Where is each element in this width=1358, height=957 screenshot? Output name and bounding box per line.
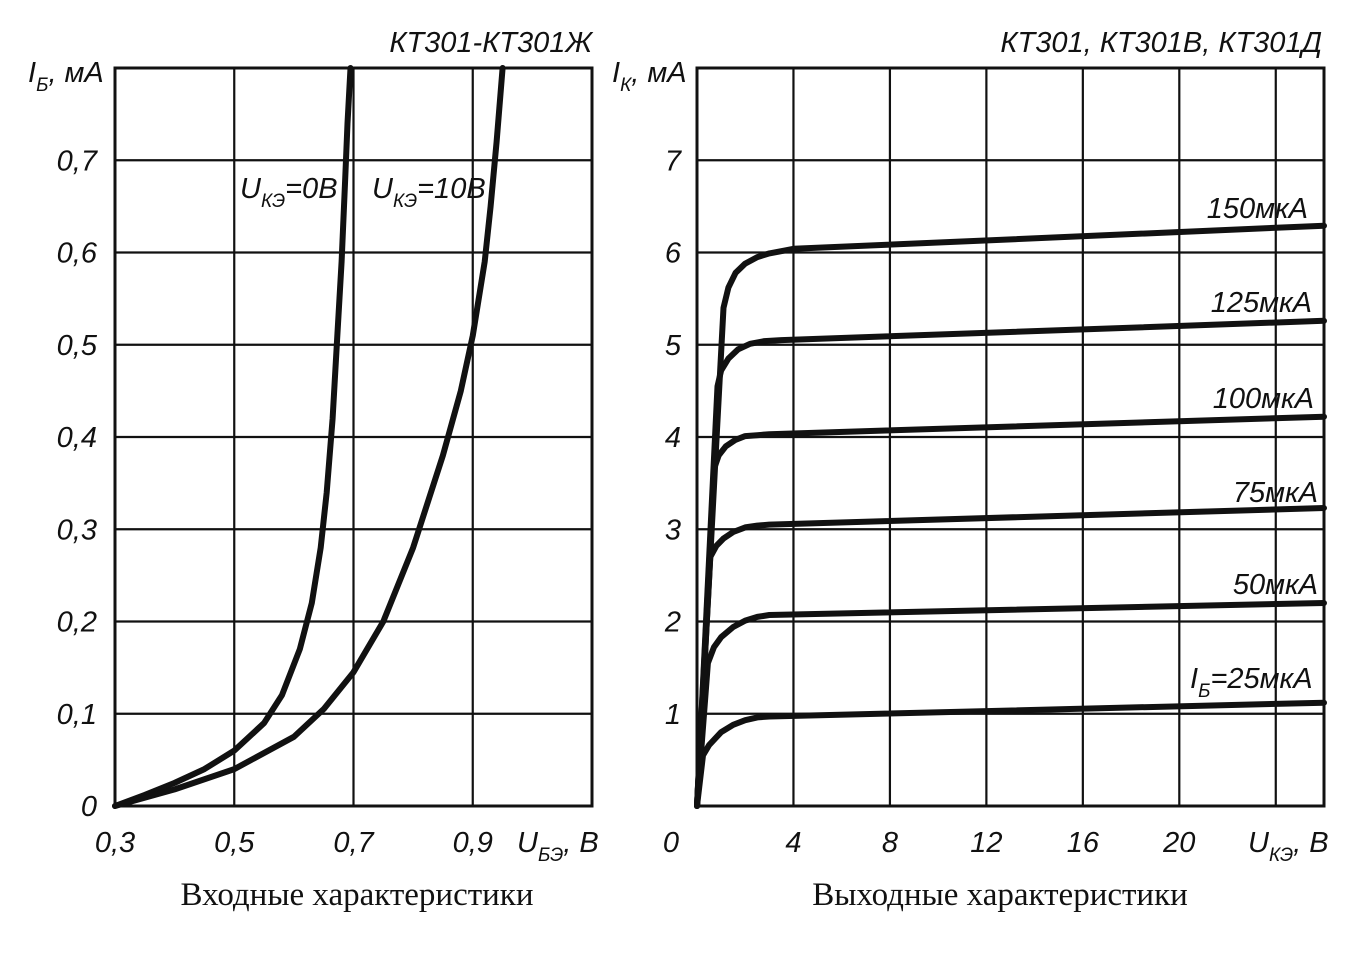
right-x-tick-5: 20 xyxy=(1162,827,1195,859)
left-series-0-label: UКЭ=0В xyxy=(240,173,338,212)
left-y-tick-labels: 0 0,1 0,2 0,3 0,4 0,5 0,6 0,7 xyxy=(57,145,99,823)
right-caption: Выходные характеристики xyxy=(812,877,1188,913)
left-y-tick-3: 0,3 xyxy=(57,514,97,546)
left-series-1-label: UКЭ=10В xyxy=(372,173,486,212)
right-grid xyxy=(697,68,1324,806)
right-series-4-label: 125мкА xyxy=(1211,287,1312,319)
left-x-tick-0: 0,3 xyxy=(95,827,135,859)
left-y-tick-0: 0 xyxy=(81,791,97,823)
right-y-tick-5: 6 xyxy=(665,238,682,270)
right-y-tick-1: 2 xyxy=(664,607,681,639)
right-y-tick-0: 1 xyxy=(665,699,681,731)
right-y-axis-label: IК, мА xyxy=(612,57,687,96)
left-y-tick-5: 0,5 xyxy=(57,330,98,362)
left-x-tick-labels: 0,3 0,5 0,7 0,9 xyxy=(95,827,493,859)
left-x-axis-label: UБЭ, В xyxy=(517,827,599,866)
right-plot-frame xyxy=(695,66,1326,808)
right-x-tick-0: 0 xyxy=(663,827,679,859)
right-x-tick-2: 8 xyxy=(882,827,898,859)
right-x-tick-labels: 0 4 8 12 16 20 xyxy=(663,827,1196,859)
left-chart-title: КТ301-КТ301Ж xyxy=(389,27,594,59)
right-x-axis-label: UКЭ, В xyxy=(1248,827,1329,866)
left-y-tick-1: 0,1 xyxy=(57,699,97,731)
left-grid xyxy=(115,68,592,806)
input-characteristics-chart: 0 0,1 0,2 0,3 0,4 0,5 0,6 0,7 0,3 0,5 0,7 0,9 КТ30… xyxy=(28,27,599,913)
right-chart-title: КТ301, КТ301В, КТ301Д xyxy=(1000,27,1322,59)
right-series-0-line xyxy=(694,699,1327,809)
left-x-tick-1: 0,5 xyxy=(214,827,255,859)
right-series-1-label: 50мкА xyxy=(1233,569,1318,601)
left-series-0-line xyxy=(112,65,354,809)
left-y-tick-2: 0,2 xyxy=(57,607,97,639)
right-y-tick-6: 7 xyxy=(665,145,683,177)
right-series-5-line xyxy=(694,222,1327,809)
right-x-tick-3: 12 xyxy=(970,827,1002,859)
left-series-group xyxy=(112,65,506,809)
left-y-axis-label: IБ, мА xyxy=(28,57,104,96)
right-series-5-label: 150мкА xyxy=(1207,193,1308,225)
right-series-3-label: 100мкА xyxy=(1213,383,1314,415)
right-x-tick-4: 16 xyxy=(1067,827,1100,859)
left-series-1-line xyxy=(112,65,506,809)
right-x-tick-1: 4 xyxy=(785,827,801,859)
left-x-tick-2: 0,7 xyxy=(333,827,375,859)
right-series-2-label: 75мкА xyxy=(1233,477,1318,509)
left-y-tick-4: 0,4 xyxy=(57,422,97,454)
left-x-tick-3: 0,9 xyxy=(453,827,493,859)
right-series-1-line xyxy=(694,600,1327,809)
right-series-0-label: IБ=25мкА xyxy=(1190,663,1313,702)
right-series-group xyxy=(694,222,1327,809)
left-y-tick-7: 0,7 xyxy=(57,145,99,177)
right-y-tick-3: 4 xyxy=(665,422,681,454)
right-y-tick-labels: 1 2 3 4 5 6 7 xyxy=(664,145,683,731)
left-y-tick-6: 0,6 xyxy=(57,238,98,270)
right-series-2-line xyxy=(694,505,1327,809)
left-caption: Входные характеристики xyxy=(181,877,534,913)
right-y-tick-2: 3 xyxy=(665,514,681,546)
right-y-tick-4: 5 xyxy=(665,330,682,362)
